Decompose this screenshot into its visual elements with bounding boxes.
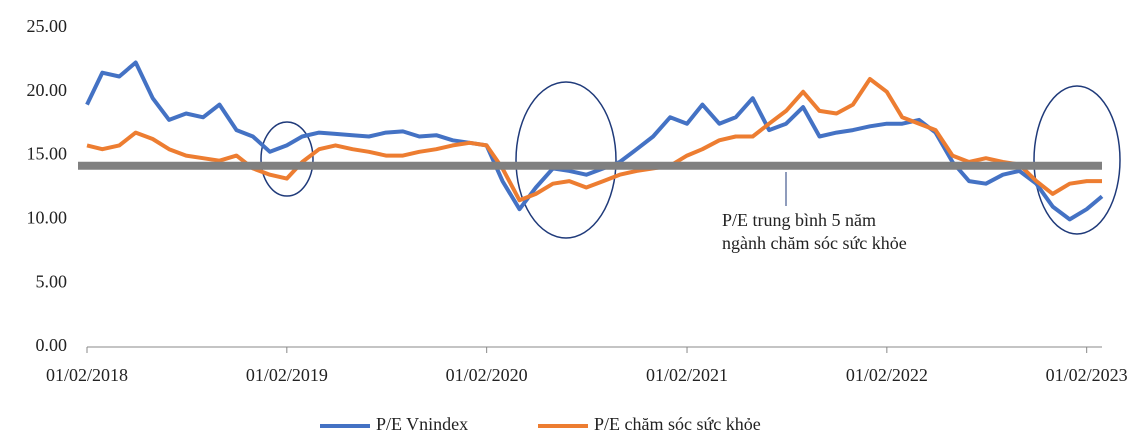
legend-label: P/E Vnindex [376,414,468,434]
x-tick-label: 01/02/2018 [46,365,128,385]
series-line [86,77,1102,203]
highlight-circle [260,121,314,197]
y-tick-label: 25.00 [27,16,68,36]
y-tick-label: 15.00 [27,144,68,164]
x-tick-label: 01/02/2022 [846,365,928,385]
annotation: ngành chăm sóc sức khỏe [722,233,907,253]
legend-label: P/E chăm sóc sức khỏe [594,414,761,434]
y-tick-label: 10.00 [27,208,68,228]
y-tick-label: 20.00 [27,80,68,100]
highlight-circle [1033,85,1121,235]
y-tick-label: 5.00 [36,271,68,291]
highlight-circle [515,81,617,239]
x-tick-label: 01/02/2020 [446,365,528,385]
annotation: P/E trung bình 5 năm [722,210,876,230]
x-tick-label: 01/02/2019 [246,365,328,385]
series-line [85,60,1104,222]
x-tick-label: 01/02/2023 [1046,365,1128,385]
x-tick-label: 01/02/2021 [646,365,728,385]
y-tick-label: 0.00 [36,335,68,355]
